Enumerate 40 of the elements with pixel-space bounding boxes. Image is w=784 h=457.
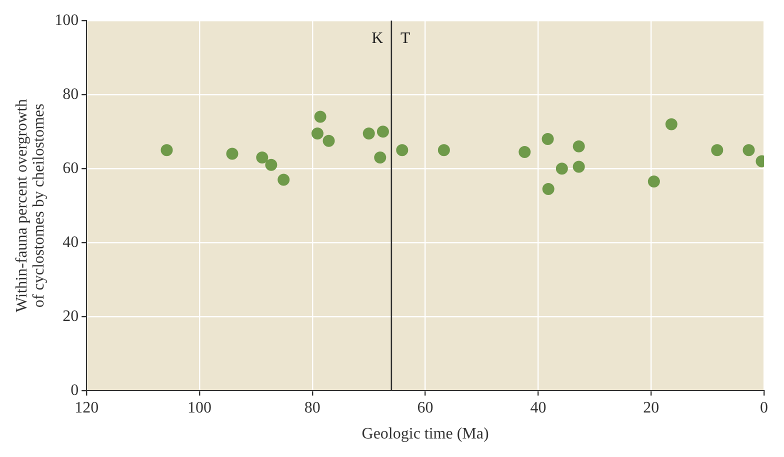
annotation: K — [372, 30, 384, 47]
x-tick-label: 120 — [74, 399, 99, 416]
point — [556, 162, 568, 175]
annotation: T — [400, 30, 411, 47]
point — [160, 144, 173, 156]
x-tick-label: 40 — [530, 399, 546, 416]
point — [256, 152, 268, 164]
x-axis-title: Geologic time (Ma) — [362, 426, 489, 443]
point — [518, 146, 531, 158]
point — [542, 182, 554, 195]
point — [438, 144, 450, 156]
x-tick-label: 60 — [417, 399, 434, 416]
point — [572, 160, 585, 173]
point — [374, 152, 386, 164]
point — [376, 126, 389, 138]
y-tick-label: 80 — [62, 86, 79, 103]
point — [542, 133, 554, 145]
point — [572, 140, 585, 152]
point — [278, 174, 290, 186]
point — [362, 127, 375, 140]
point — [665, 118, 678, 130]
y-tick-label: 40 — [62, 234, 79, 251]
point — [711, 144, 724, 156]
point — [396, 144, 408, 156]
x-tick-label: 0 — [760, 399, 768, 416]
y-axis-title: Within-fauna percent overgrowth of cyclostomes by cheilostomes — [14, 99, 48, 312]
y-tick-label: 60 — [62, 160, 79, 177]
y-tick-label: 20 — [62, 308, 79, 325]
point — [265, 158, 278, 171]
y-tick-label: 100 — [54, 12, 79, 29]
point — [742, 144, 755, 156]
x-tick-label: 20 — [643, 399, 660, 416]
point — [314, 110, 326, 123]
point — [226, 148, 238, 160]
point — [322, 134, 335, 147]
x-tick-label: 80 — [304, 399, 320, 416]
y-tick-label: 0 — [70, 382, 79, 399]
point — [648, 176, 660, 188]
x-tick-label: 100 — [188, 399, 212, 416]
point — [311, 127, 324, 140]
